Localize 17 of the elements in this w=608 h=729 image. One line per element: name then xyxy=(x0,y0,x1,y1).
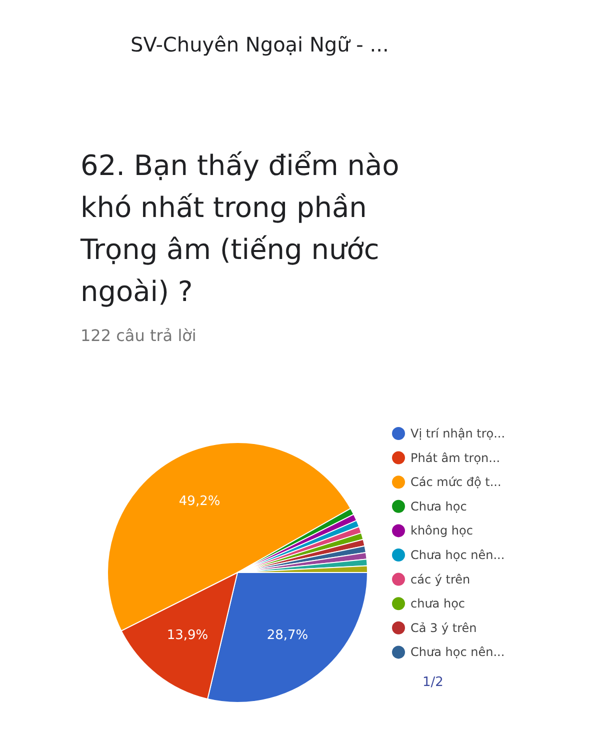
data-label: 13,9% xyxy=(166,628,208,644)
legend-label: các ý trên xyxy=(410,572,470,586)
legend-label: Vị trí nhận trọ... xyxy=(410,426,506,440)
legend-label: Chưa học nên... xyxy=(410,548,505,562)
text: 1/2 xyxy=(422,675,444,690)
legend-label: Chưa học xyxy=(410,499,467,514)
chart-title: 62. Bạn thấy điểm nào khó nhất trong phần Trọng âm (tiếng nước ngoài) ? xyxy=(80,149,400,308)
text: SV-Chuyên Ngoại Ngữ - ... xyxy=(130,32,389,56)
legend-label: Các mức độ t... xyxy=(410,475,502,490)
legend-label: chưa học xyxy=(410,596,466,611)
data-label: 49,2% xyxy=(178,494,220,509)
data-label: 28,7% xyxy=(266,628,308,644)
chart-subtitle: 122 câu trả lời xyxy=(80,326,196,345)
legend-label: không học xyxy=(410,524,473,538)
legend-label: Chưa học nên... xyxy=(410,645,505,660)
legend-label: Cả 3 ý trên xyxy=(410,620,477,635)
legend-label: Phát âm trọn... xyxy=(410,450,500,465)
